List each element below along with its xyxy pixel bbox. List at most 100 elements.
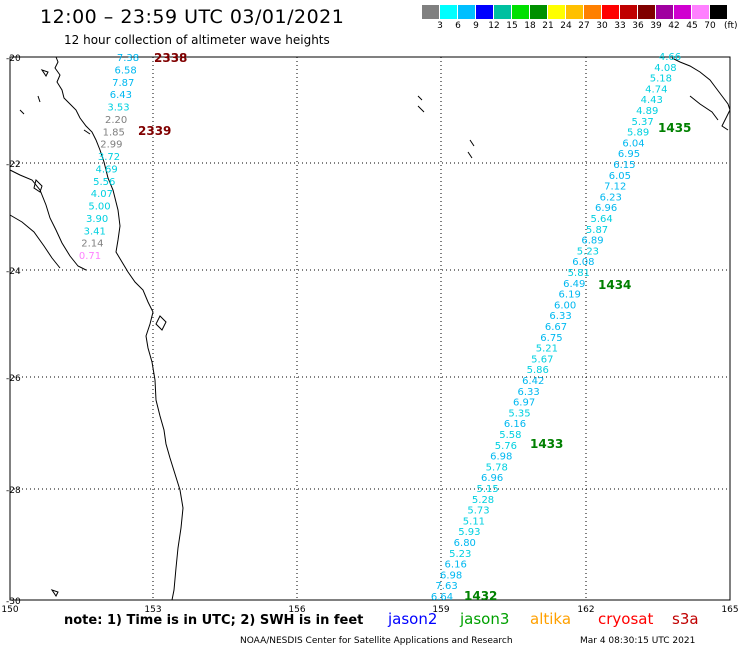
- lat-label: -28: [6, 486, 21, 496]
- pass-labels: 2338 2339 1435 1434 1433 1432: [138, 51, 691, 603]
- scale-swatch: [710, 5, 727, 19]
- island: [469, 139, 475, 147]
- swh-value: 6.15: [613, 160, 635, 171]
- swh-value: 3.90: [86, 214, 108, 225]
- swh-value: 6.98: [440, 570, 462, 581]
- satellite-legend-jason2: jason2: [388, 610, 438, 628]
- island: [417, 105, 425, 113]
- satellite-legend-altika: altika: [530, 610, 572, 628]
- swh-value: 5.23: [449, 549, 471, 560]
- scale-swatch: [584, 5, 601, 19]
- swh-value: 6.33: [518, 387, 540, 398]
- swh-value: 4.07: [91, 189, 113, 200]
- pass-number-label: 1434: [598, 278, 631, 292]
- swh-value: 4.69: [95, 164, 117, 175]
- island: [467, 151, 473, 159]
- coast-fragment: [9, 214, 61, 269]
- swh-value: 6.75: [540, 333, 562, 344]
- scale-swatch: [458, 5, 475, 19]
- new-caledonia: [671, 57, 731, 131]
- swh-value: 6.58: [114, 65, 136, 76]
- swh-value: 6.80: [454, 538, 476, 549]
- scale-tick-label: 33: [614, 21, 626, 31]
- swh-value: 4.89: [636, 106, 658, 117]
- swh-value: 5.58: [499, 430, 521, 441]
- lat-label: -22: [6, 160, 21, 170]
- swh-value: 6.43: [110, 90, 132, 101]
- scale-tick-label: 30: [596, 21, 608, 31]
- scale-tick-label: 18: [524, 21, 536, 31]
- swh-value: 6.67: [545, 322, 567, 333]
- swh-value: 5.64: [590, 214, 612, 225]
- swh-value: 7.12: [604, 182, 626, 193]
- scale-swatch: [530, 5, 547, 19]
- swh-value: 6.33: [549, 311, 571, 322]
- footer-source: NOAA/NESDIS Center for Satellite Applica…: [240, 636, 513, 646]
- scale-unit: (ft): [724, 21, 738, 31]
- swh-value: 6.19: [559, 290, 581, 301]
- page-subtitle: 12 hour collection of altimeter wave hei…: [64, 33, 330, 47]
- swh-value: 5.87: [586, 225, 608, 236]
- pass-number-label: 1435: [658, 121, 691, 135]
- pass-number-label: 1432: [464, 589, 497, 603]
- scale-tick-label: 21: [542, 21, 554, 31]
- swh-value: 4.66: [659, 52, 681, 63]
- swh-value: 5.15: [476, 484, 498, 495]
- pass-number-label: 1433: [530, 437, 563, 451]
- swh-value: 5.56: [93, 177, 115, 188]
- swh-value: 6.98: [490, 452, 512, 463]
- swh-value: 6.16: [504, 419, 526, 430]
- swh-value: 5.67: [531, 354, 553, 365]
- altimeter-track-west: 7.386.58 7.876.43 3.532.201.85 2.993.724.69…: [79, 53, 139, 262]
- swh-value: 6.49: [563, 279, 585, 290]
- swh-value: 4.43: [641, 95, 663, 106]
- swh-value: 5.76: [495, 441, 517, 452]
- island: [19, 109, 25, 115]
- lon-label: 153: [144, 605, 161, 615]
- map-frame: [9, 56, 731, 601]
- swh-value: 6.64: [431, 592, 453, 603]
- swh-value: 5.23: [577, 246, 599, 257]
- page-title: 12:00 – 23:59 UTC 03/01/2021: [40, 6, 345, 28]
- swh-value: 6.42: [522, 376, 544, 387]
- scale-swatch: [440, 5, 457, 19]
- lon-label: 162: [577, 605, 594, 615]
- swh-value: 3.53: [107, 103, 129, 114]
- pass-number-label: 2338: [154, 51, 187, 65]
- lat-lon-grid: [10, 57, 730, 600]
- swh-value: 7.38: [117, 53, 139, 64]
- australia-coast: [54, 56, 184, 601]
- swh-value: 6.23: [600, 192, 622, 203]
- scale-tick-label: 42: [668, 21, 680, 31]
- island: [37, 95, 41, 103]
- swh-value: 6.96: [481, 473, 503, 484]
- scale-tick-label: 24: [560, 21, 572, 31]
- island: [40, 69, 49, 77]
- scale-swatch: [602, 5, 619, 19]
- swh-value: 7.63: [435, 581, 457, 592]
- scale-swatch: [422, 5, 439, 19]
- scale-swatch: [656, 5, 673, 19]
- swh-value: 6.95: [618, 149, 640, 160]
- lat-label: -26: [6, 374, 21, 384]
- satellite-legend-jason3: jason3: [460, 610, 510, 628]
- lon-label: 150: [1, 605, 18, 615]
- scale-tick-label: 3: [437, 21, 443, 31]
- lat-label: -30: [6, 597, 21, 607]
- scale-tick-label: 15: [506, 21, 518, 31]
- island: [417, 95, 423, 101]
- scale-swatch: [566, 5, 583, 19]
- swh-value: 5.93: [458, 527, 480, 538]
- swh-value: 5.00: [88, 202, 110, 213]
- swh-value: 5.81: [568, 268, 590, 279]
- island: [689, 95, 719, 121]
- swh-value: 2.99: [100, 140, 122, 151]
- swh-value: 5.11: [463, 516, 485, 527]
- coast-fragment: [9, 169, 87, 271]
- island: [33, 179, 43, 193]
- swh-value: 5.78: [486, 462, 508, 473]
- scale-tick-label: 9: [473, 21, 479, 31]
- note-text: note: 1) Time is in UTC; 2) SWH is in fe…: [64, 613, 364, 628]
- scale-tick-label: 39: [650, 21, 662, 31]
